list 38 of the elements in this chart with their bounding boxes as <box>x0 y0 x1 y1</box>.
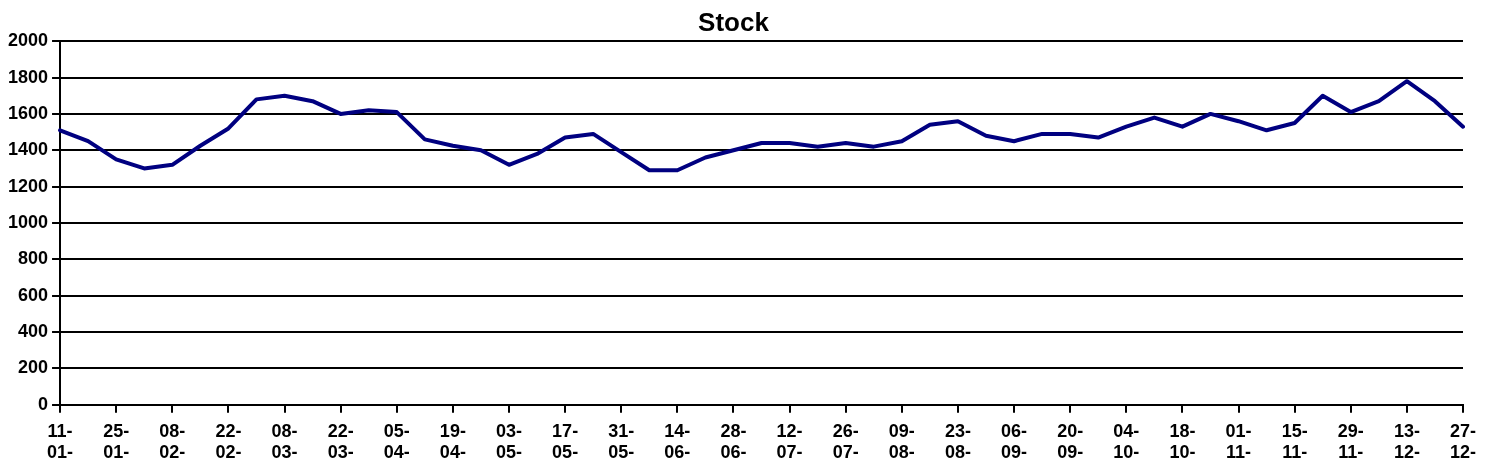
x-tick-label: 18- 10- <box>1169 420 1196 463</box>
x-tick-label: 26- 07- <box>832 420 859 463</box>
x-tick-label: 31- 05- <box>608 420 635 463</box>
x-tick-label: 22- 02- <box>215 420 242 463</box>
y-tick-label: 400 <box>18 321 49 342</box>
x-tick-label: 27- 12- <box>1449 420 1477 463</box>
chart-title: Stock <box>698 6 770 37</box>
x-tick-label: 19- 04- <box>439 420 466 463</box>
y-tick-label: 1600 <box>8 102 49 123</box>
x-tick-label: 12- 07- <box>776 420 803 463</box>
x-tick-label: 25- 01- <box>103 420 130 463</box>
x-tick-label: 09- 08- <box>888 420 915 463</box>
x-tick-label: 17- 05- <box>552 420 579 463</box>
y-tick-label: 800 <box>18 248 49 269</box>
x-tick-label: 23- 08- <box>944 420 971 463</box>
x-tick-label: 22- 03- <box>327 420 354 463</box>
y-tick-label: 600 <box>18 284 49 305</box>
y-tick-label: 1400 <box>8 139 49 160</box>
x-tick-label: 28- 06- <box>720 420 747 463</box>
x-tick-label: 14- 06- <box>664 420 691 463</box>
x-tick-label: 11- 01- <box>47 420 74 463</box>
x-tick-label: 06- 09- <box>1001 420 1028 463</box>
y-tick-label: 1000 <box>8 211 49 232</box>
x-tick-label: 13- 12- <box>1393 420 1420 463</box>
x-tick-label: 04- 10- <box>1113 420 1140 463</box>
x-tick-label: 20- 09- <box>1057 420 1084 463</box>
y-tick-label: 0 <box>38 393 49 414</box>
x-tick-label: 29- 11- <box>1337 420 1364 463</box>
x-tick-label: 01- 11- <box>1225 420 1252 463</box>
y-tick-label: 1200 <box>8 175 49 196</box>
x-tick-label: 08- 02- <box>159 420 186 463</box>
y-tick-label: 1800 <box>8 66 49 87</box>
y-tick-label: 200 <box>18 357 49 378</box>
x-tick-label: 15- 11- <box>1281 420 1308 463</box>
x-tick-label: 08- 03- <box>271 420 298 463</box>
x-tick-label: 05- 04- <box>383 420 410 463</box>
y-tick-label: 2000 <box>8 30 49 51</box>
x-tick-label: 03- 05- <box>495 420 522 463</box>
